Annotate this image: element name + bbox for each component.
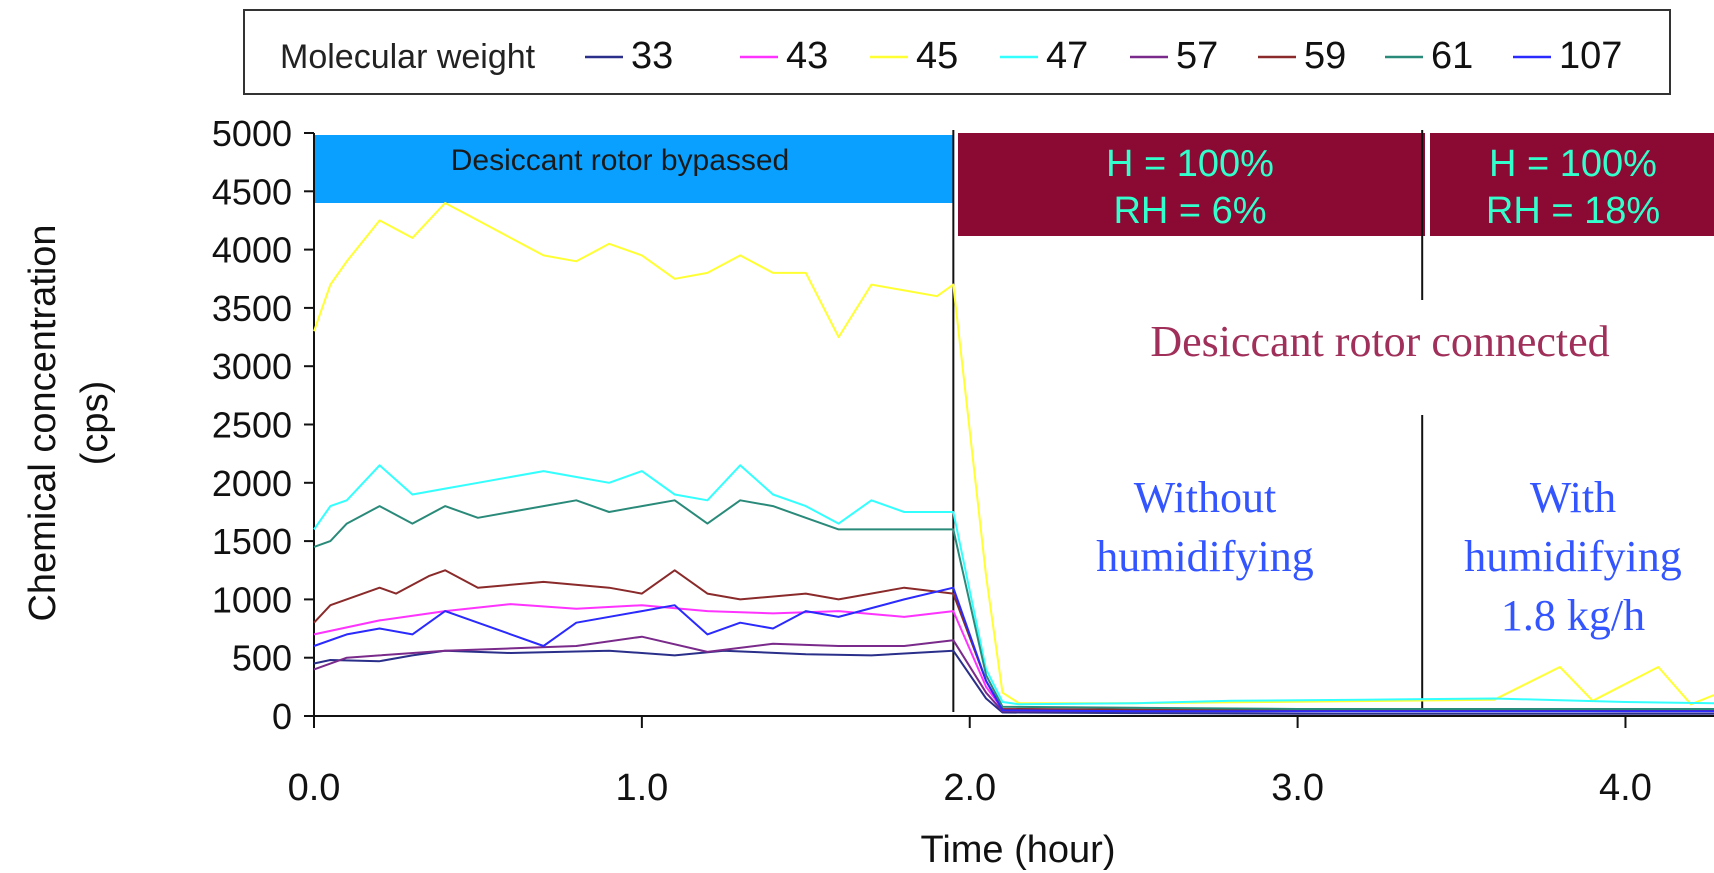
legend-label-33: 33 [631,35,673,77]
legend-label-47: 47 [1046,35,1088,77]
y-tick-label: 3000 [212,346,292,387]
with-line2: humidifying [1464,532,1682,581]
y-axis-label-line2: (cps) [74,381,116,465]
connected-label: Desiccant rotor connected [1150,317,1609,366]
phase2-line2: RH = 18% [1486,190,1660,232]
y-tick-label: 0 [272,696,292,737]
legend-label-57: 57 [1176,35,1218,77]
series [313,202,1714,715]
bypassed-label: Desiccant rotor bypassed [451,144,790,177]
with-line1: With [1530,473,1616,522]
series-line-33 [313,649,1714,715]
y-tick-label: 4000 [212,230,292,271]
phase1-line1: H = 100% [1106,143,1274,185]
y-axis-label-line1: Chemical concentration [22,224,64,621]
x-tick-label: 1.0 [615,767,668,809]
series-line-47 [313,464,1714,706]
phase1-line2: RH = 6% [1113,190,1266,232]
legend-label-43: 43 [786,35,828,77]
y-tick-label: 2000 [212,463,292,504]
y-tick-label: 1000 [212,579,292,620]
axes: 0 500 1000 1500 2000 2500 3000 3500 4000 4500 5000… [22,113,1714,871]
phase2-line1: H = 100% [1489,143,1657,185]
annotations: Desiccant rotor bypassed H = 100% RH = 6… [314,133,1714,640]
y-tick-label: 3500 [212,288,292,329]
without-line1: Without [1134,473,1276,522]
legend-title: Molecular weight [280,38,536,76]
legend-frame [243,9,1671,95]
series-line-45 [313,202,1714,706]
legend-label-61: 61 [1431,35,1473,77]
x-tick-label: 3.0 [1271,767,1324,809]
series-line-59 [313,569,1714,712]
x-axis-label: Time (hour) [921,829,1116,871]
y-tick-label: 1500 [212,521,292,562]
phase1-band [958,133,1425,236]
dividers [952,130,1424,712]
y-tick-label: 2500 [212,405,292,446]
bypassed-band [314,135,954,203]
legend-label-45: 45 [916,35,958,77]
legend-label-107: 107 [1559,35,1622,77]
with-line3: 1.8 kg/h [1501,591,1645,640]
legend-items: 33 43 45 47 57 59 61 107 [585,35,1622,77]
legend-label-59: 59 [1304,35,1346,77]
legend: Molecular weight 33 43 45 47 57 59 61 107 [243,9,1671,95]
x-tick-label: 0.0 [288,767,341,809]
x-tick-label: 2.0 [943,767,996,809]
x-tick-label: 4.0 [1599,767,1652,809]
without-line2: humidifying [1096,532,1314,581]
phase2-band [1430,133,1714,236]
y-tick-label: 500 [232,638,292,679]
series-line-107 [313,586,1714,713]
x-ticks: 0.0 1.0 2.0 3.0 4.0 [288,716,1652,809]
y-tick-label: 5000 [212,113,292,154]
y-ticks: 0 500 1000 1500 2000 2500 3000 3500 4000 4500 5000 [212,113,314,737]
series-line-61 [313,499,1714,710]
y-tick-label: 4500 [212,171,292,212]
